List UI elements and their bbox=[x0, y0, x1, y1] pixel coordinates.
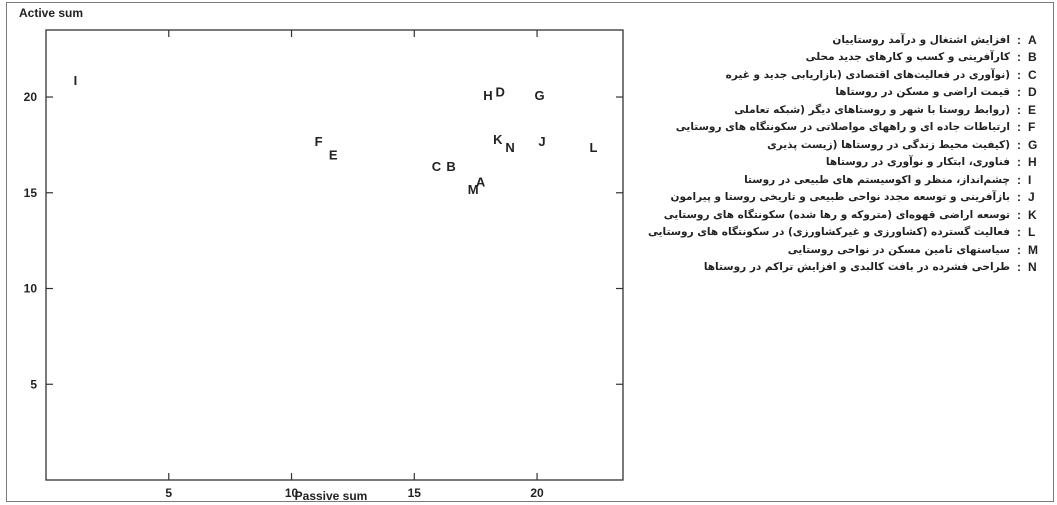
legend-entry-k: توسعه اراضی قهوه‌ای (متروکه و رها شده) س… bbox=[630, 206, 1050, 224]
point-c: C bbox=[432, 159, 442, 174]
legend-entry-h: فناوری، ابتکار و نوآوری در روستاها: H bbox=[630, 154, 1050, 172]
legend-entry-d: قیمت اراضی و مسکن در روستاها: D bbox=[630, 84, 1050, 102]
legend-entry-text: بازآفرینی و توسعه مجدد نواحی طبیعی و تار… bbox=[670, 191, 1010, 204]
legend-separator: : bbox=[1017, 225, 1021, 240]
legend-entry-text: کارآفرینی و کسب و کارهای جدید محلی bbox=[805, 51, 1010, 64]
point-m: M bbox=[468, 182, 479, 197]
legend-separator: : bbox=[1017, 155, 1021, 170]
legend-entry-l: فعالیت گسترده (کشاورزی و غیرکشاورزی) در … bbox=[630, 224, 1050, 242]
y-tick-label: 15 bbox=[24, 186, 38, 200]
legend-entry-code: B bbox=[1028, 50, 1037, 65]
point-n: N bbox=[505, 140, 514, 155]
legend-entry-e: (روابط روستا با شهر و روستاهای دیگر (شبک… bbox=[630, 101, 1050, 119]
legend-entry-code: A bbox=[1028, 32, 1037, 47]
x-tick-label: 20 bbox=[530, 486, 544, 500]
y-axis-title: Active sum bbox=[19, 6, 83, 20]
point-e: E bbox=[329, 147, 338, 162]
legend-separator: : bbox=[1017, 190, 1021, 205]
legend-entry-j: بازآفرینی و توسعه مجدد نواحی طبیعی و تار… bbox=[630, 189, 1050, 207]
point-a: A bbox=[476, 174, 486, 189]
legend-separator: : bbox=[1017, 102, 1021, 117]
legend-entry-text: (نوآوری در فعالیت‌های اقتصادی (بازاریابی… bbox=[725, 68, 1010, 81]
legend-separator: : bbox=[1017, 32, 1021, 47]
legend-entry-b: کارآفرینی و کسب و کارهای جدید محلی: B bbox=[630, 49, 1050, 67]
legend-entry-text: چشم‌انداز، منظر و اکوسیستم های طبیعی در … bbox=[744, 173, 1010, 186]
legend-entry-text: افزایش اشتغال و درآمد روستاییان bbox=[832, 33, 1010, 46]
legend-entry-a: افزایش اشتغال و درآمد روستاییان: A bbox=[630, 31, 1050, 49]
legend-separator: : bbox=[1017, 67, 1021, 82]
legend-entry-text: طراحی فشرده در بافت کالبدی و افزایش تراک… bbox=[703, 261, 1010, 274]
legend: افزایش اشتغال و درآمد روستاییان: A کارآفری… bbox=[630, 31, 1050, 276]
legend-entry-text: فعالیت گسترده (کشاورزی و غیرکشاورزی) در … bbox=[647, 226, 1010, 239]
legend-entry-code: M bbox=[1028, 242, 1038, 257]
point-d: D bbox=[496, 84, 505, 99]
legend-separator: : bbox=[1017, 137, 1021, 152]
point-f: F bbox=[315, 134, 323, 149]
legend-entry-code: G bbox=[1028, 137, 1038, 152]
y-tick-label: 5 bbox=[30, 377, 37, 391]
point-j: J bbox=[538, 134, 545, 149]
legend-entry-c: (نوآوری در فعالیت‌های اقتصادی (بازاریابی… bbox=[630, 66, 1050, 84]
legend-entry-m: سیاستهای تامین مسکن در نواحی روستایی: M bbox=[630, 241, 1050, 259]
legend-entry-text: (روابط روستا با شهر و روستاهای دیگر (شبک… bbox=[734, 103, 1010, 116]
legend-entry-g: (کیفیت محیط زندگی در روستاها (زیست پذیری… bbox=[630, 136, 1050, 154]
figure-frame bbox=[6, 2, 1054, 502]
legend-separator: : bbox=[1017, 50, 1021, 65]
legend-entry-code: L bbox=[1028, 225, 1036, 240]
x-tick-label: 10 bbox=[285, 486, 299, 500]
legend-separator: : bbox=[1017, 85, 1021, 100]
x-axis-title: Passive sum bbox=[295, 489, 368, 503]
legend-entry-text: قیمت اراضی و مسکن در روستاها bbox=[835, 86, 1010, 99]
legend-entry-text: فناوری، ابتکار و نوآوری در روستاها bbox=[825, 156, 1010, 169]
legend-entry-code: F bbox=[1028, 120, 1036, 135]
legend-entry-code: C bbox=[1028, 67, 1037, 82]
point-k: K bbox=[493, 132, 503, 147]
legend-separator: : bbox=[1017, 120, 1021, 135]
legend-separator: : bbox=[1017, 260, 1021, 275]
legend-entry-i: چشم‌انداز، منظر و اکوسیستم های طبیعی در … bbox=[630, 171, 1050, 189]
scatter-plot: 5 10 15 20 5 10 15 20 A BC D EF G H I J K L M N Active sum… bbox=[19, 6, 624, 503]
point-g: G bbox=[534, 88, 544, 103]
legend-separator: : bbox=[1017, 242, 1021, 257]
y-tick-label: 20 bbox=[24, 90, 38, 104]
legend-entry-f: ارتباطات جاده ای و راههای مواصلاتی در سک… bbox=[630, 119, 1050, 137]
legend-entry-text: سیاستهای تامین مسکن در نواحی روستایی bbox=[787, 243, 1010, 256]
legend-entry-code: D bbox=[1028, 85, 1037, 100]
legend-entry-code: I bbox=[1028, 172, 1032, 187]
legend-separator: : bbox=[1017, 172, 1021, 187]
legend-entry-text: (کیفیت محیط زندگی در روستاها (زیست پذیری bbox=[767, 138, 1010, 151]
legend-entry-code: J bbox=[1028, 190, 1035, 205]
x-tick-label: 5 bbox=[165, 486, 172, 500]
point-l: L bbox=[590, 140, 598, 155]
legend-entry-code: N bbox=[1028, 260, 1037, 275]
x-tick-label: 15 bbox=[408, 486, 422, 500]
point-h: H bbox=[483, 88, 492, 103]
legend-entry-code: E bbox=[1028, 102, 1037, 117]
legend-entry-text: ارتباطات جاده ای و راههای مواصلاتی در سک… bbox=[675, 121, 1010, 134]
legend-entry-text: توسعه اراضی قهوه‌ای (متروکه و رها شده) س… bbox=[663, 208, 1010, 221]
y-tick-label: 10 bbox=[24, 282, 38, 296]
legend-separator: : bbox=[1017, 207, 1021, 222]
legend-entry-code: K bbox=[1028, 207, 1037, 222]
legend-entry-n: طراحی فشرده در بافت کالبدی و افزایش تراک… bbox=[630, 259, 1050, 277]
point-i: I bbox=[74, 73, 78, 88]
legend-entry-code: H bbox=[1028, 155, 1037, 170]
point-b: B bbox=[446, 159, 455, 174]
plot-area bbox=[45, 29, 624, 481]
